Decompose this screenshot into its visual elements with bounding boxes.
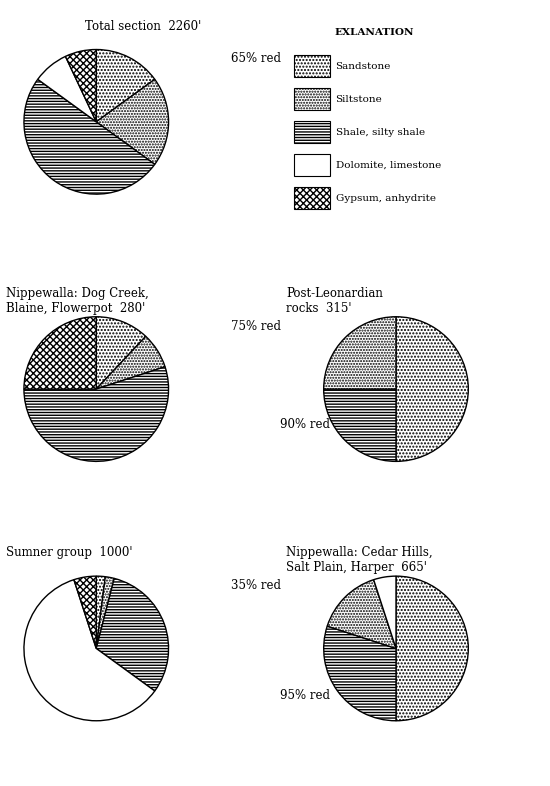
Text: Dolomite, limestone: Dolomite, limestone — [336, 160, 441, 170]
Text: Siltstone: Siltstone — [336, 94, 382, 104]
Text: Sumner group  1000': Sumner group 1000' — [6, 546, 132, 560]
FancyBboxPatch shape — [294, 187, 330, 209]
Wedge shape — [324, 389, 396, 461]
Text: 75% red: 75% red — [231, 320, 281, 332]
FancyBboxPatch shape — [294, 88, 330, 110]
Wedge shape — [96, 576, 105, 648]
Text: 35% red: 35% red — [231, 579, 281, 592]
Wedge shape — [24, 580, 155, 721]
Text: 95% red: 95% red — [280, 689, 331, 702]
Wedge shape — [96, 317, 146, 389]
Text: Gypsum, anhydrite: Gypsum, anhydrite — [336, 193, 436, 203]
Text: EXLANATION: EXLANATION — [334, 28, 414, 36]
Wedge shape — [96, 577, 114, 648]
Wedge shape — [373, 576, 396, 648]
Text: Sandstone: Sandstone — [336, 61, 391, 71]
Wedge shape — [24, 367, 168, 461]
Wedge shape — [96, 336, 165, 389]
Text: 90% red: 90% red — [280, 418, 331, 431]
FancyBboxPatch shape — [294, 154, 330, 176]
Text: Shale, silty shale: Shale, silty shale — [336, 127, 425, 137]
Text: Post-Leonardian
rocks  315': Post-Leonardian rocks 315' — [286, 287, 383, 315]
FancyBboxPatch shape — [294, 121, 330, 143]
Wedge shape — [96, 578, 168, 691]
Wedge shape — [396, 576, 468, 721]
Text: Total section  2260': Total section 2260' — [85, 20, 201, 33]
Wedge shape — [24, 317, 96, 389]
Wedge shape — [324, 317, 396, 389]
Wedge shape — [324, 626, 396, 721]
Wedge shape — [38, 57, 96, 122]
Text: 65% red: 65% red — [231, 53, 281, 65]
Wedge shape — [96, 79, 168, 164]
Wedge shape — [65, 50, 96, 122]
Wedge shape — [396, 317, 468, 461]
Text: Nippewalla: Dog Creek,
Blaine, Flowerpot  280': Nippewalla: Dog Creek, Blaine, Flowerpot… — [6, 287, 148, 315]
Wedge shape — [327, 580, 396, 648]
Text: Nippewalla: Cedar Hills,
Salt Plain, Harper  665': Nippewalla: Cedar Hills, Salt Plain, Har… — [286, 546, 433, 575]
Wedge shape — [74, 576, 96, 648]
Wedge shape — [96, 50, 155, 122]
FancyBboxPatch shape — [294, 55, 330, 77]
Wedge shape — [24, 79, 155, 194]
